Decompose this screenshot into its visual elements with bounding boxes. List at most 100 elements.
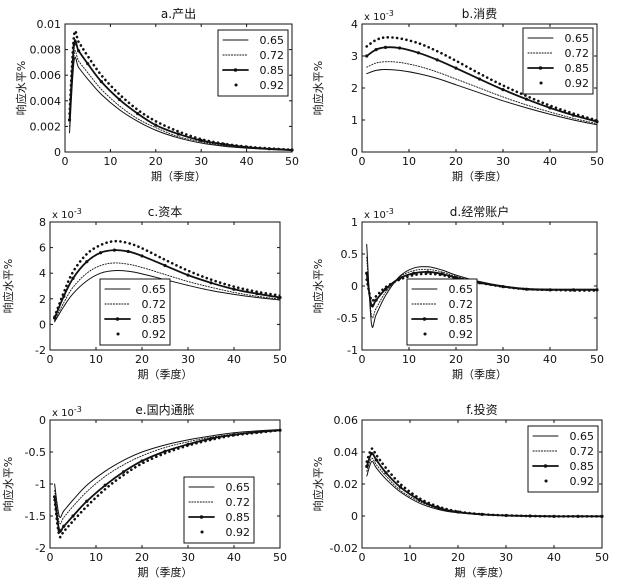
legend: 0.65 0.72 0.85 0.92 — [217, 29, 289, 97]
legend-label: 0.65 — [260, 34, 285, 47]
series-marker — [365, 464, 369, 468]
x-axis-label: 期（季度） — [138, 565, 193, 579]
legend-label: 0.92 — [142, 328, 167, 341]
x-tick-label: 10 — [403, 551, 417, 564]
x-tick-label: 0 — [47, 551, 54, 564]
legend-label: 0.85 — [226, 511, 251, 524]
legend-label: 0.92 — [226, 526, 251, 539]
legend-label: 0.92 — [260, 79, 285, 92]
chart-panel-1: a.产出 0 10 20 30 40 50 0 0.002 0.004 0.006 0.008 0.01… — [14, 7, 299, 183]
y-tick-label: -1 — [347, 344, 358, 357]
y-axis-label: 响应水平% — [311, 259, 325, 313]
series-marker — [186, 273, 190, 277]
chart-panel-4: d.经常账户 x 10-3 0 10 20 30 40 50 -1 -0.5 0 0.5 1 期（季度） 响… — [311, 204, 604, 381]
legend-label: 0.72 — [226, 496, 251, 509]
legend-label: 0.85 — [142, 313, 167, 326]
y-tick-label: 8 — [39, 216, 46, 229]
series-marker — [278, 295, 282, 300]
series-line-0.65 — [366, 243, 597, 328]
legend-box — [183, 476, 255, 544]
axis-exponent: x 10-3 — [52, 207, 82, 221]
x-axis-label: 期（季度） — [452, 169, 507, 183]
x-tick-label: 50 — [595, 551, 609, 564]
x-tick-label: 20 — [135, 551, 149, 564]
legend-label: 0.65 — [449, 283, 474, 296]
y-tick-label: 3 — [351, 50, 358, 63]
series-marker — [416, 51, 420, 55]
x-tick-label: 50 — [273, 353, 287, 366]
x-tick-label: 30 — [499, 551, 513, 564]
legend-label: 0.72 — [570, 445, 595, 458]
legend-box — [217, 29, 289, 97]
y-tick-label: -1.5 — [25, 510, 46, 523]
plot-frame — [64, 23, 293, 153]
legend-label: 0.85 — [570, 460, 595, 473]
series-line-0.92 — [365, 447, 602, 518]
x-tick-label: 40 — [543, 353, 557, 366]
y-tick-label: 0 — [351, 280, 358, 293]
series-marker — [595, 288, 599, 292]
series-marker — [85, 260, 89, 264]
y-tick-label: -0.02 — [330, 542, 358, 555]
series-marker — [398, 485, 402, 489]
series-line-0.65 — [54, 270, 280, 323]
x-tick-label: 50 — [273, 551, 287, 564]
legend-marker — [199, 515, 204, 519]
x-tick-label: 0 — [47, 353, 54, 366]
legend-label: 0.72 — [449, 298, 474, 311]
y-tick-label: 0.002 — [30, 120, 62, 133]
series-marker — [232, 287, 236, 291]
series-marker — [369, 303, 373, 307]
series-line-0.85 — [53, 249, 280, 319]
x-tick-label: 0 — [359, 353, 366, 366]
series-marker — [426, 270, 430, 274]
series-marker — [103, 483, 107, 487]
axis-exponent: x 10-3 — [364, 9, 394, 23]
x-tick-label: 0 — [359, 551, 366, 564]
series-line-0.85 — [365, 270, 597, 308]
y-tick-label: 0.008 — [30, 44, 62, 57]
series-line-0.65 — [366, 68, 597, 126]
y-axis-label: 响应水平% — [311, 61, 325, 115]
chart-panel-6: f.投资0 10 20 30 40 50-0.0200.020.040.06期（季度）响应… — [311, 402, 609, 579]
legend-label: 0.92 — [565, 77, 590, 90]
x-tick-label: 30 — [496, 155, 510, 168]
x-tick-label: 0 — [359, 155, 366, 168]
series-marker — [53, 495, 57, 499]
y-axis-label: 响应水平% — [1, 259, 15, 313]
x-tick-label: 30 — [194, 155, 208, 168]
x-tick-label: 20 — [149, 155, 163, 168]
x-tick-label: 20 — [449, 353, 463, 366]
series-marker — [62, 524, 66, 528]
y-tick-label: 4 — [351, 18, 358, 31]
chart-title: a.产出 — [161, 7, 196, 21]
legend: 0.65 0.72 0.85 0.92 — [522, 27, 594, 95]
series-marker — [176, 132, 181, 136]
series-marker — [477, 77, 482, 81]
series-marker — [67, 118, 72, 122]
y-tick-label: 1 — [351, 216, 358, 229]
chart-title: d.经常账户 — [450, 204, 509, 219]
series-line-0.92 — [53, 428, 280, 539]
series-marker — [365, 271, 369, 275]
plot-frame — [49, 221, 281, 351]
plot-frame — [361, 221, 598, 351]
legend-box — [527, 425, 599, 493]
x-tick-label: 10 — [103, 155, 117, 168]
x-axis-label: 期（季度） — [452, 367, 507, 381]
y-tick-label: 0.06 — [334, 414, 359, 427]
legend: 0.65 0.72 0.85 0.92 — [406, 278, 478, 346]
series-marker — [398, 46, 402, 50]
legend-label: 0.72 — [565, 47, 590, 60]
legend-marker — [115, 317, 120, 321]
y-axis-label: 响应水平% — [1, 457, 15, 511]
series-marker — [501, 88, 505, 92]
chart-title: f.投资 — [466, 402, 497, 417]
legend-label: 0.85 — [565, 62, 590, 75]
legend-label: 0.92 — [449, 328, 474, 341]
chart-panel-2: b.消费 x 10-3 0 10 20 30 40 50 0 1 2 3 4 期（季度） 响应水平% 0.65… — [311, 7, 604, 183]
x-tick-label: 40 — [227, 551, 241, 564]
chart-title: e.国内通胀 — [135, 403, 194, 417]
x-tick-label: 40 — [240, 155, 254, 168]
